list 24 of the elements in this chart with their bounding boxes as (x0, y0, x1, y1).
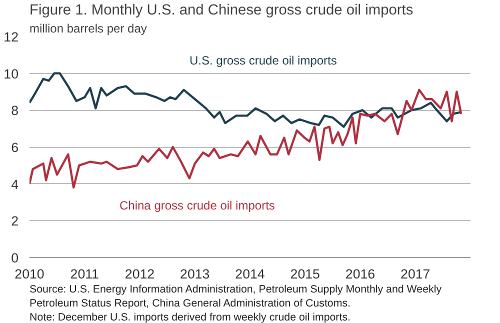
chart-subtitle: million barrels per day (30, 22, 147, 36)
y-tick-label: 8 (11, 103, 19, 118)
text: Note: December U.S. imports derived from weekly crude oil imports. (30, 312, 350, 323)
x-tick-label: 2017 (400, 266, 430, 282)
x-tick-label: 2016 (345, 266, 376, 282)
x-tick-label: 2014 (235, 266, 266, 282)
y-tick-label: 6 (11, 140, 19, 155)
x-tick-label: 2015 (290, 266, 320, 282)
y-tick-label: 4 (11, 176, 20, 192)
series-label: U.S. gross crude oil imports (190, 54, 337, 68)
y-tick-label: 0 (11, 250, 19, 266)
x-tick-label: 2013 (180, 266, 210, 282)
x-tick-label: 2011 (70, 266, 99, 282)
text: Petroleum Status Report, China General Administration of Customs. (30, 298, 351, 310)
chart-title: Figure 1. Monthly U.S. and Chinese gross crude oil imports (30, 2, 414, 18)
line-series (30, 88, 462, 189)
x-tick-label: 2010 (14, 266, 44, 282)
text: China gross crude oil imports (120, 198, 275, 212)
y-tick-label: 10 (4, 66, 19, 82)
source-note: Source: U.S. Energy Information Administration, Petroleum Supply Monthly and Weekly (30, 284, 442, 296)
y-tick-label: 12 (4, 30, 19, 44)
y-tick-label: 2 (11, 214, 19, 229)
line-series (30, 72, 462, 128)
x-tick-label: 2012 (124, 266, 155, 282)
